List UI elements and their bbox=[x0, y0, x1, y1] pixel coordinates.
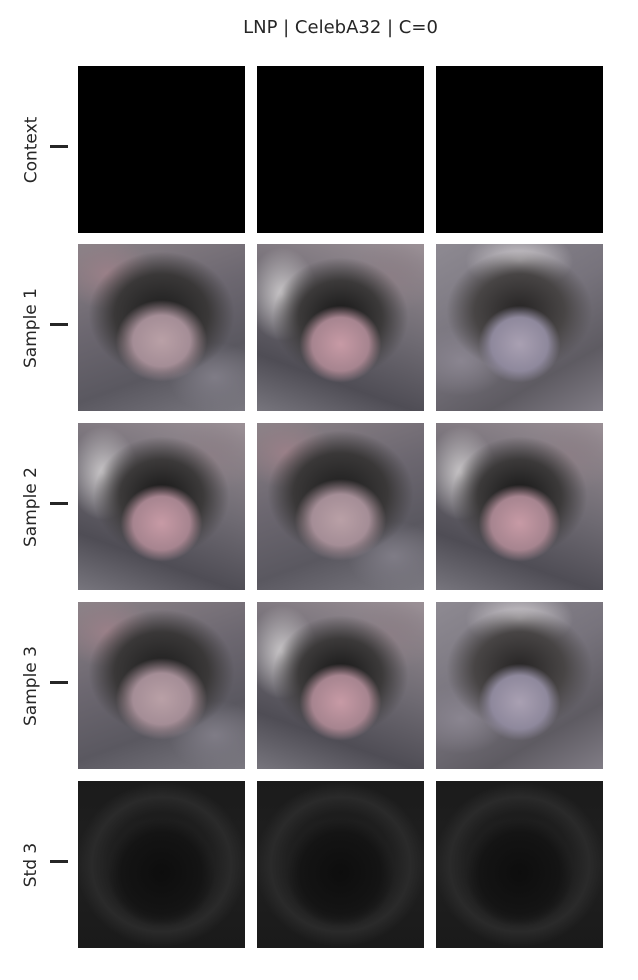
row-tick bbox=[50, 323, 68, 326]
row-label-sample-3: Sample 3 bbox=[21, 646, 41, 726]
figure-title: LNP | CelebA32 | C=0 bbox=[243, 17, 438, 38]
std-image bbox=[257, 781, 424, 948]
sample-image bbox=[257, 423, 424, 590]
row-tick bbox=[50, 502, 68, 505]
sample-image bbox=[78, 423, 245, 590]
sample-image bbox=[436, 602, 603, 769]
row-label-std-3: Std 3 bbox=[21, 842, 41, 888]
sample-image bbox=[257, 244, 424, 411]
row-tick bbox=[50, 681, 68, 684]
row-tick bbox=[50, 145, 68, 148]
row-label-context: Context bbox=[21, 116, 42, 184]
sample-image bbox=[436, 423, 603, 590]
context-image bbox=[78, 66, 245, 233]
sample-image bbox=[257, 602, 424, 769]
sample-image bbox=[78, 244, 245, 411]
row-label-sample-1: Sample 1 bbox=[21, 288, 41, 368]
std-image bbox=[436, 781, 603, 948]
sample-image bbox=[78, 602, 245, 769]
context-image bbox=[257, 66, 424, 233]
row-tick bbox=[50, 860, 68, 863]
context-image bbox=[436, 66, 603, 233]
std-image bbox=[78, 781, 245, 948]
row-label-sample-2: Sample 2 bbox=[21, 467, 41, 547]
sample-image bbox=[436, 244, 603, 411]
